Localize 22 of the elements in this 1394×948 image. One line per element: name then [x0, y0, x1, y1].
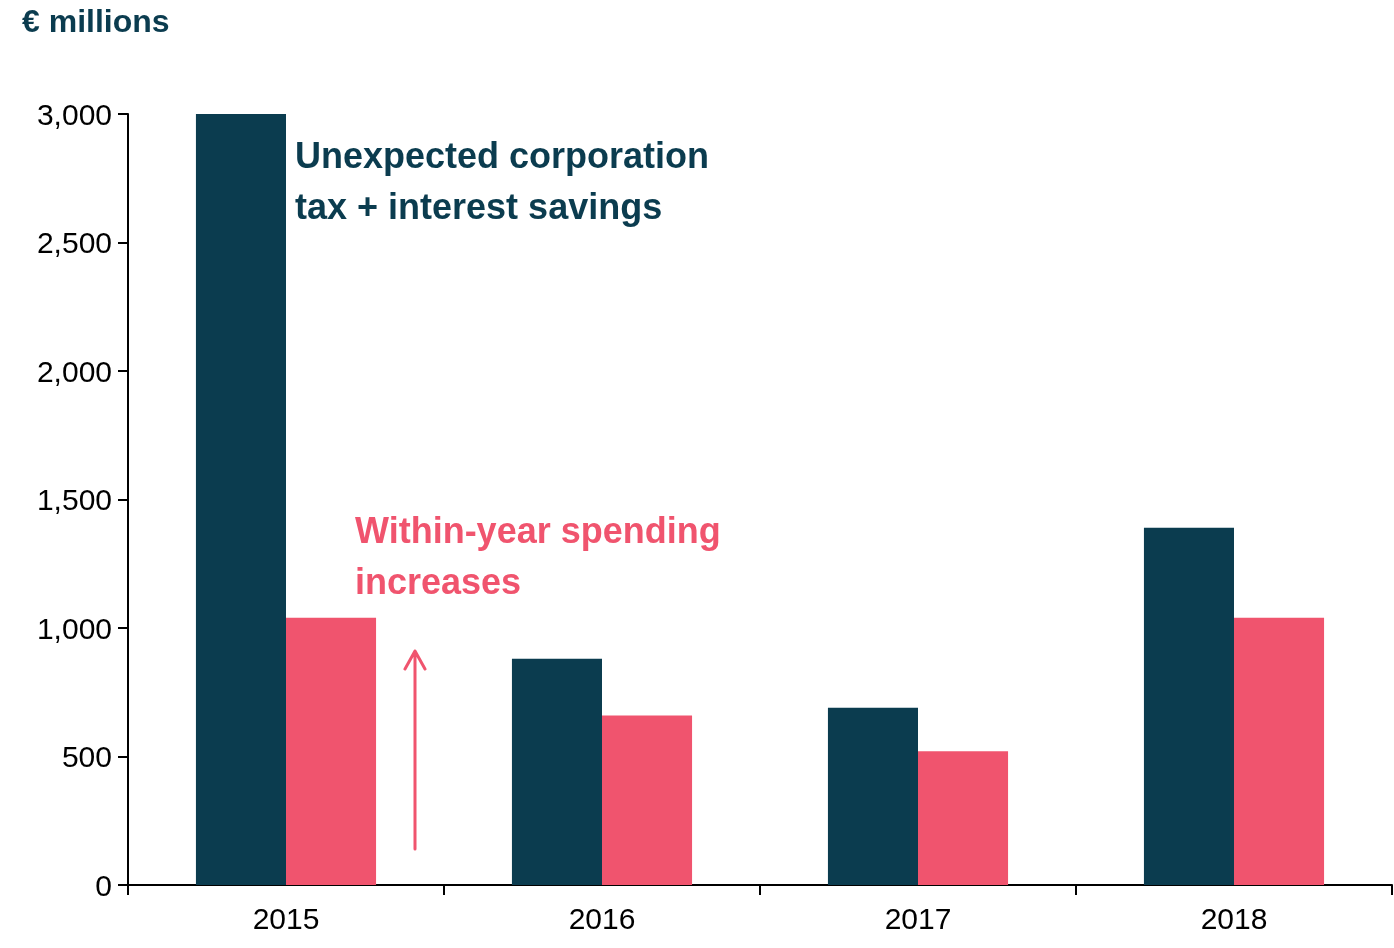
bar	[918, 751, 1009, 885]
bar	[1234, 617, 1325, 885]
bar	[1143, 527, 1234, 885]
y-tick-label: 1,500	[36, 483, 112, 516]
y-tick-label: 2,500	[36, 226, 112, 259]
bar	[195, 114, 286, 885]
series-label: Unexpected corporation tax + interest savings	[295, 135, 720, 227]
y-axis-title: € millions	[22, 3, 170, 39]
x-tick-label: 2016	[568, 901, 636, 935]
bar	[511, 658, 602, 885]
bar	[827, 707, 918, 885]
bar	[286, 617, 377, 885]
y-tick-label: 1,000	[36, 611, 112, 645]
x-tick-label: 2015	[252, 901, 320, 935]
y-tick-label: 2,000	[36, 354, 112, 388]
y-tick-label: 500	[61, 740, 112, 773]
bar	[602, 715, 693, 885]
y-tick-label: 0	[95, 868, 112, 902]
x-tick-label: 2017	[884, 901, 952, 935]
series-label: Within-year spending increases	[355, 510, 731, 602]
y-tick-label: 3,000	[36, 97, 112, 131]
x-tick-label: 2018	[1200, 901, 1268, 935]
